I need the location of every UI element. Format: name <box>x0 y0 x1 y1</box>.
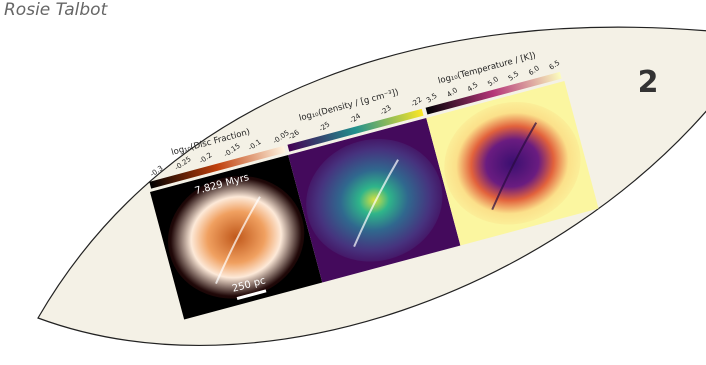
panel-filament <box>491 122 538 211</box>
colorbar <box>149 145 286 189</box>
author: Rosie Talbot <box>4 0 108 20</box>
page-number: 2 <box>638 65 659 100</box>
panel-filament <box>215 196 261 285</box>
scale-bar <box>236 289 267 301</box>
panel-image <box>168 175 305 299</box>
panel-filament <box>353 159 399 248</box>
colorbar <box>425 71 562 115</box>
colorbar <box>287 108 424 152</box>
panel-image <box>306 138 443 262</box>
panel-image <box>444 101 581 225</box>
